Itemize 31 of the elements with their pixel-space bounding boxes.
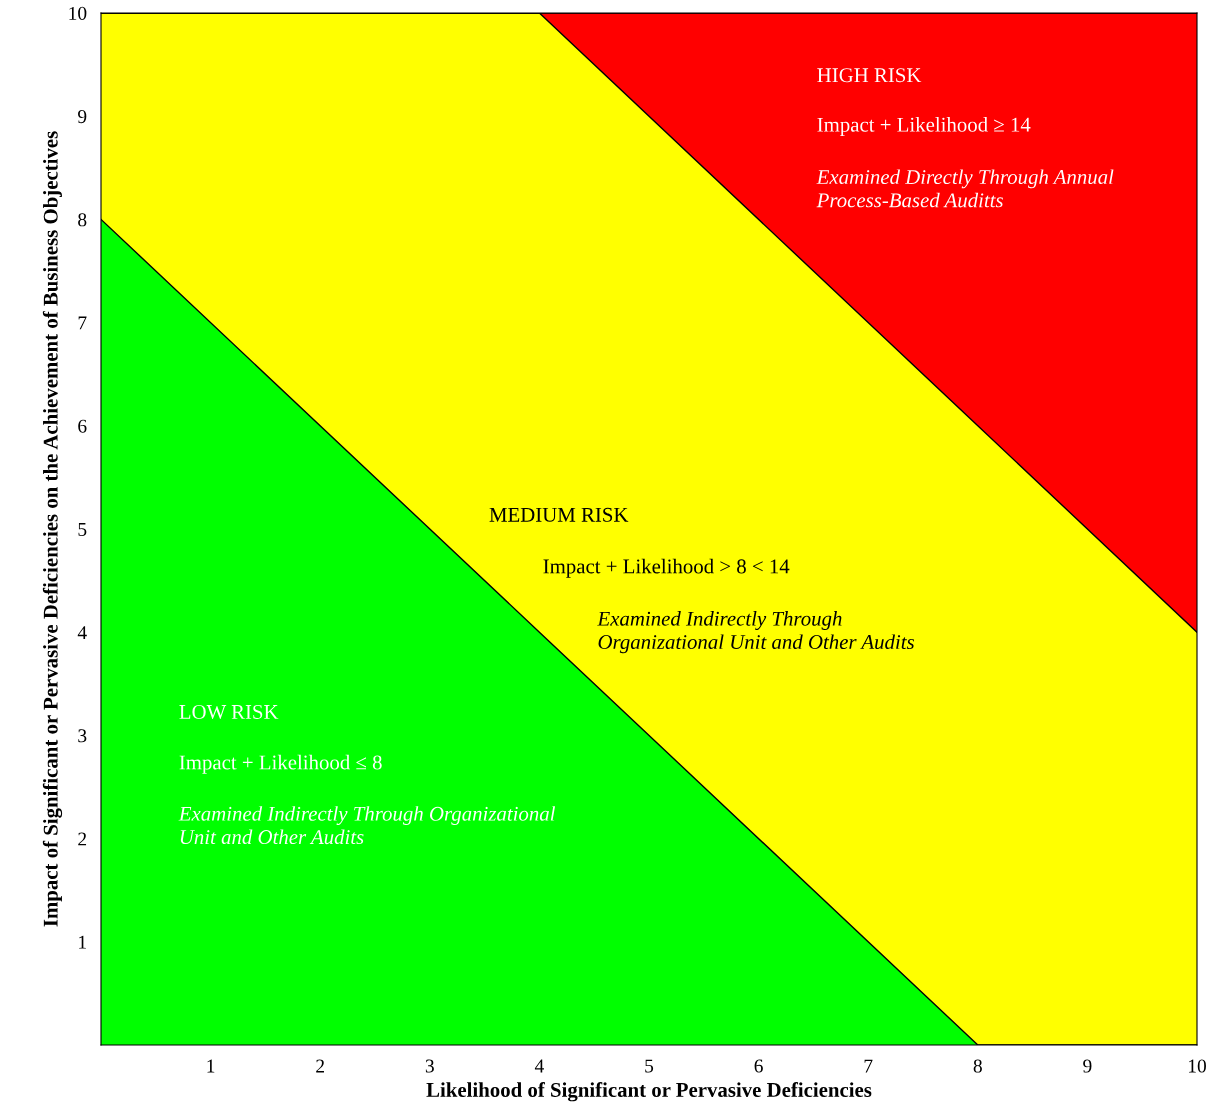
x-tick-label: 2 bbox=[316, 1059, 324, 1073]
annotation: Impact + Likelihood ≥ 14 bbox=[817, 117, 1031, 136]
annotation: Examined Indirectly Through Organizational Unit and Other Audits bbox=[597, 611, 915, 654]
x-tick-label: 8 bbox=[973, 1059, 982, 1073]
x-axis-title: Likelihood of Significant or Pervasive Deficiencies bbox=[426, 1082, 872, 1102]
x-tick-label: 9 bbox=[1083, 1059, 1092, 1073]
y-tick-label: 4 bbox=[77, 626, 87, 639]
x-tick-label: 4 bbox=[534, 1059, 544, 1073]
annotation: Impact + Likelihood ≤ 8 bbox=[179, 754, 382, 774]
y-tick-label: 6 bbox=[78, 419, 87, 433]
y-tick-label: 2 bbox=[78, 832, 87, 846]
x-tick-label: 7 bbox=[864, 1059, 873, 1073]
y-tick-label: 8 bbox=[78, 213, 87, 227]
y-tick-label: 3 bbox=[78, 729, 87, 743]
x-tick-label: 1 bbox=[207, 1059, 215, 1073]
annotation: LOW RISK bbox=[179, 704, 279, 720]
y-tick-label: 10 bbox=[69, 6, 87, 20]
annotation: MEDIUM RISK bbox=[489, 507, 629, 522]
annotation: Examined Indirectly Through Organizational Unit and Other Audits bbox=[178, 806, 556, 845]
x-tick-label: 5 bbox=[645, 1059, 654, 1073]
y-tick-label: 7 bbox=[78, 316, 87, 330]
y-axis-title: Impact of Significant or Pervasive Deficiencies on the Achievement of Business Objectives bbox=[42, 131, 63, 927]
annotation: HIGH RISK bbox=[817, 68, 922, 83]
y-tick-label: 1 bbox=[79, 935, 86, 949]
y-tick-label: 5 bbox=[78, 523, 87, 536]
x-tick-label: 3 bbox=[425, 1059, 434, 1073]
x-tick-label: 6 bbox=[754, 1059, 763, 1073]
annotation: Examined Directly Through Annual Process-Based Auditts bbox=[816, 169, 1114, 208]
annotation: Impact + Likelihood > 8 < 14 bbox=[543, 558, 790, 578]
x-tick-label: 10 bbox=[1188, 1059, 1206, 1073]
y-tick-label: 9 bbox=[78, 110, 87, 124]
